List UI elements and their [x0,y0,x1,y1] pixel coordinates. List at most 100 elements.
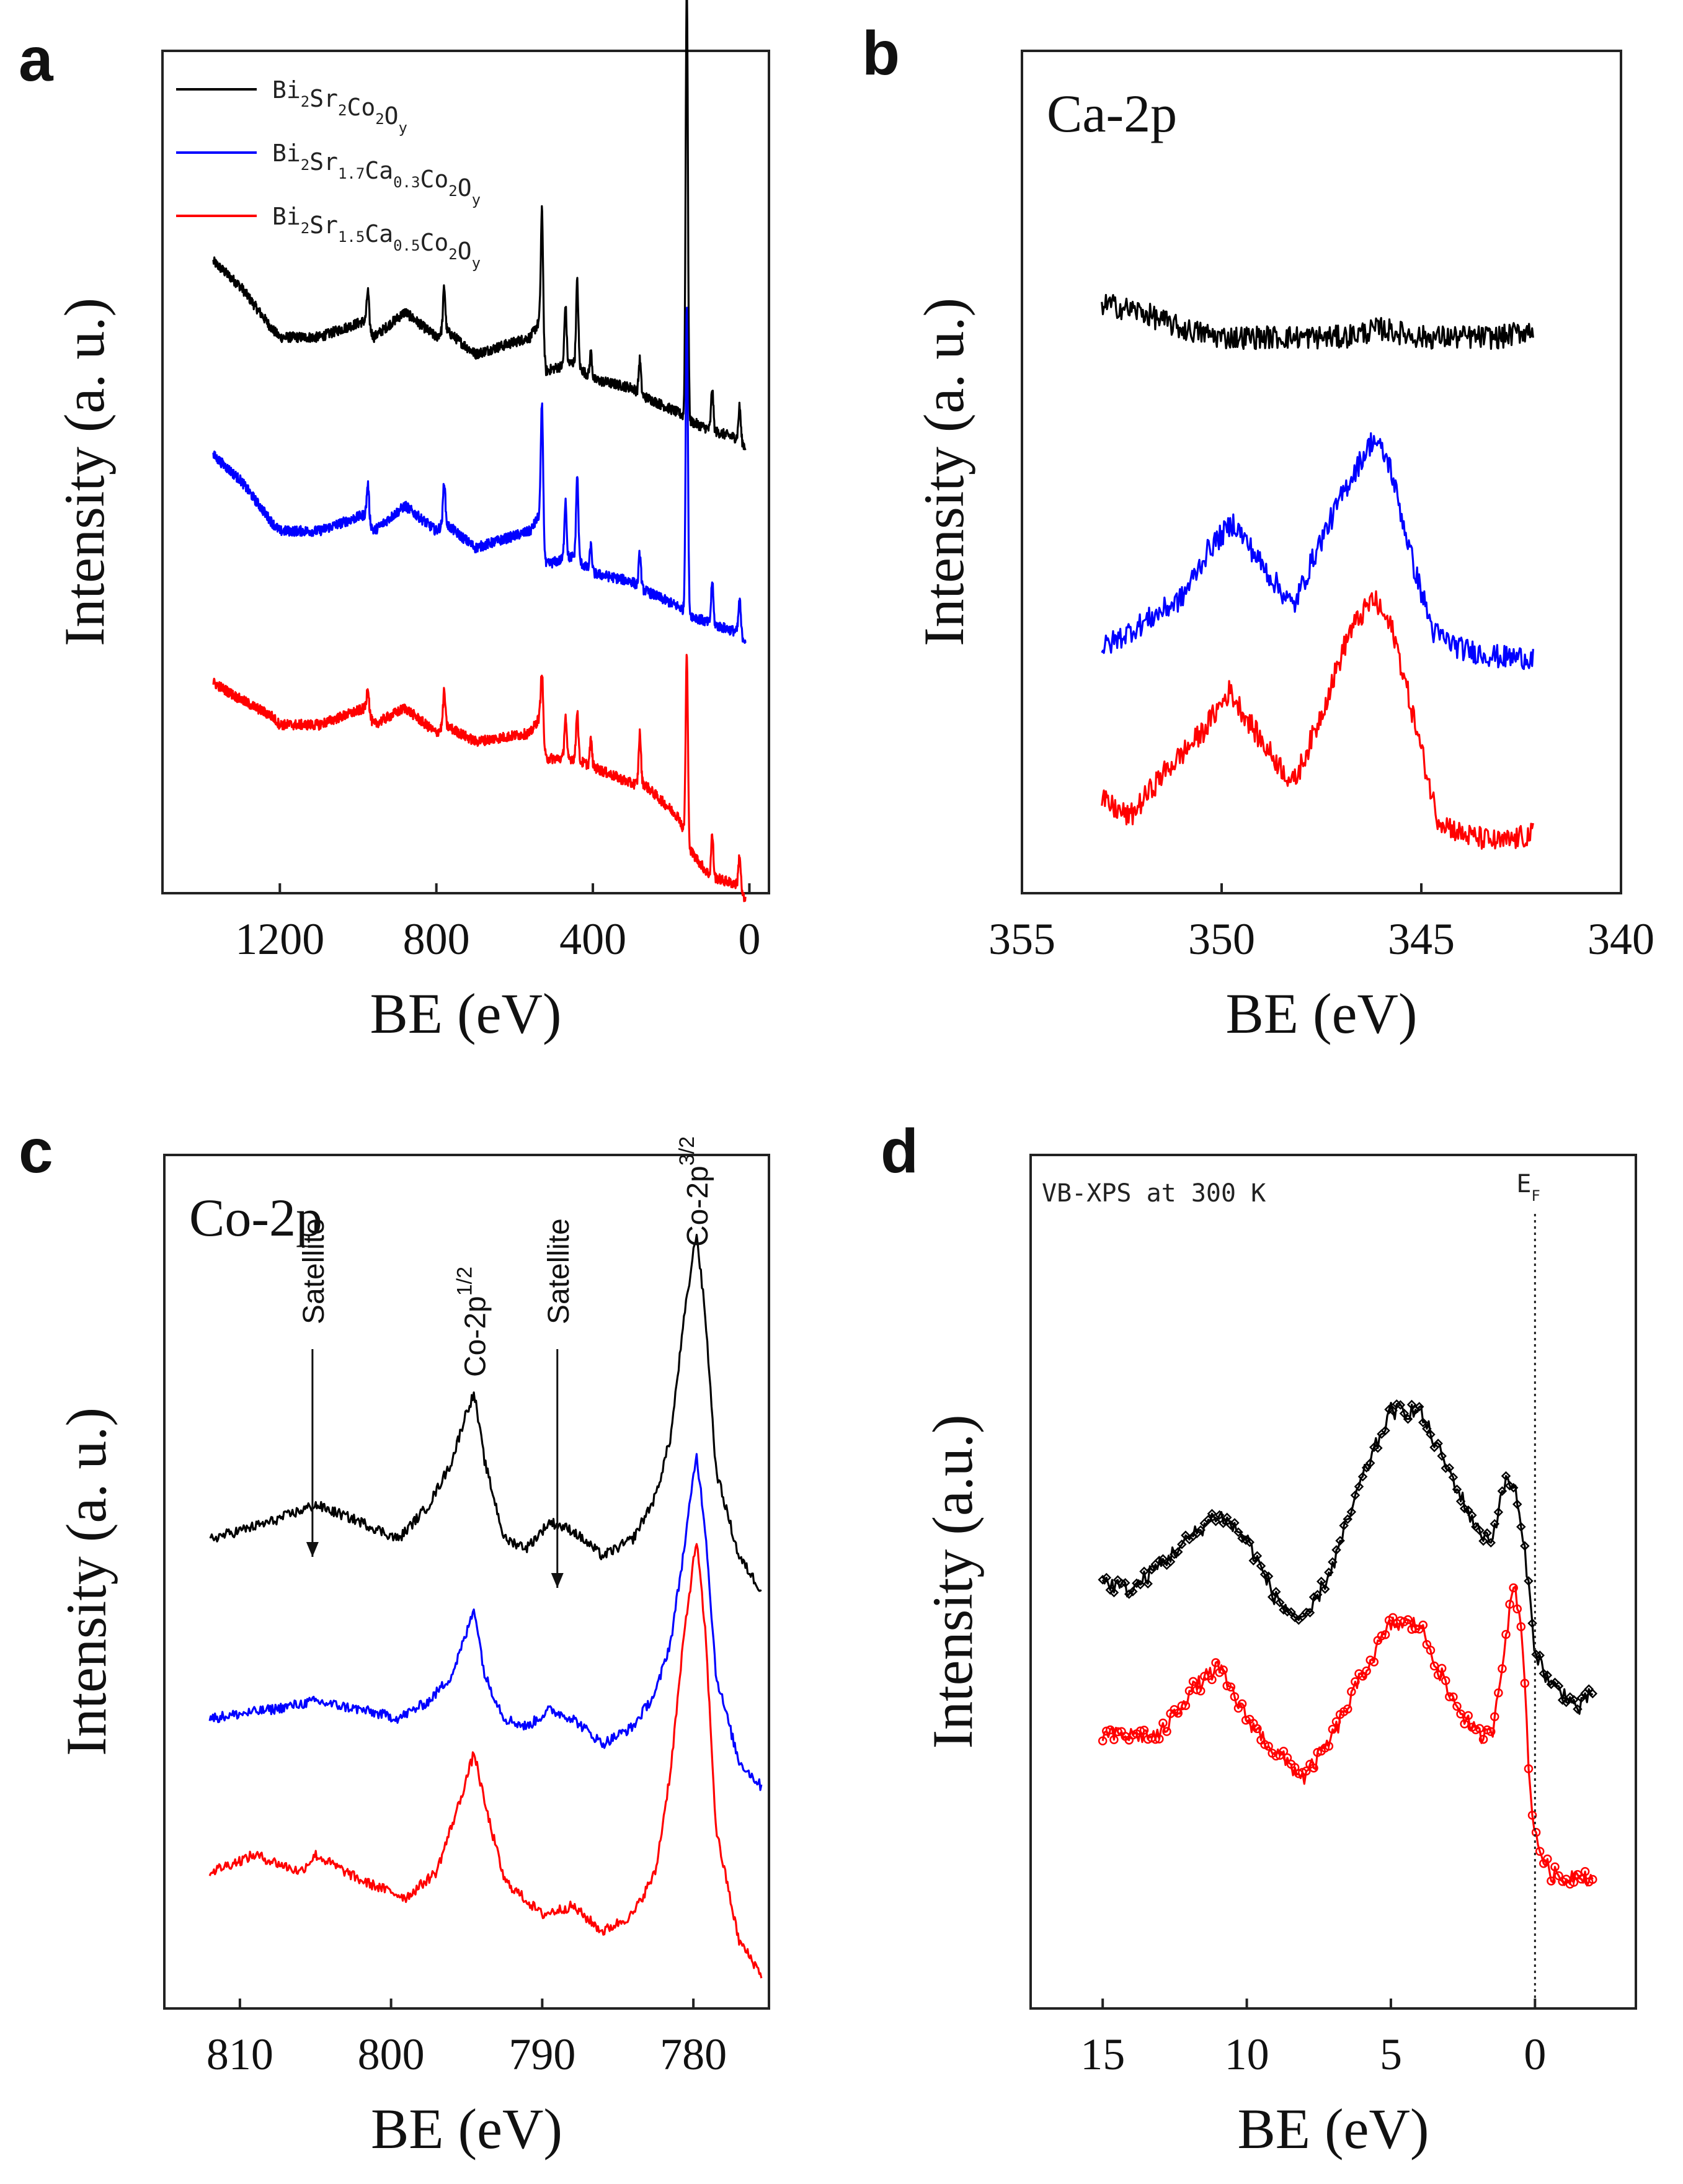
series-marker-d-0-206 [1486,1538,1496,1548]
series-line-a-2 [212,654,747,903]
series-marker-d-1-134 [1351,1677,1360,1687]
series-marker-d-0-72 [1233,1527,1243,1537]
plot-frame-b [1021,50,1622,894]
series-marker-d-1-8 [1113,1727,1122,1737]
series-marker-d-1-162 [1403,1615,1413,1625]
series-marker-d-1-6 [1109,1735,1119,1744]
series-marker-d-0-112 [1308,1592,1319,1602]
series-marker-d-1-28 [1151,1734,1160,1744]
x-tick-label-a-1: 800 [403,914,470,964]
annotation-2: Satellite [543,1218,575,1324]
x-tick-label-b-3: 340 [1588,914,1654,964]
panel-letter-b: b [862,19,900,88]
series-marker-d-0-138 [1357,1471,1368,1482]
series-marker-d-1-44 [1181,1701,1191,1710]
series-marker-d-0-250 [1569,1695,1579,1705]
series-marker-d-1-98 [1282,1753,1292,1763]
series-marker-d-0-36 [1165,1556,1176,1567]
series-marker-d-0-142 [1365,1458,1375,1468]
series-marker-d-1-216 [1505,1600,1514,1609]
y-axis-title-a: Intensity (a. u.) [53,298,116,646]
series-marker-d-1-212 [1498,1664,1507,1674]
series-marker-d-1-238 [1547,1876,1556,1886]
series-marker-d-0-116 [1316,1576,1326,1587]
series-marker-d-0-132 [1346,1507,1357,1517]
legend-label-0: Bi2Sr2Co2Oy [272,76,407,136]
inset-text-d: VB-XPS at 300 K [1042,1179,1266,1208]
series-marker-d-1-48 [1188,1677,1198,1687]
series-marker-d-0-188 [1452,1484,1462,1494]
series-line-b-1 [1101,432,1534,671]
series-marker-d-0-242 [1553,1681,1564,1691]
series-marker-d-1-230 [1531,1827,1541,1837]
series-marker-d-0-162 [1403,1414,1413,1424]
series-marker-d-1-182 [1441,1676,1450,1685]
series-marker-d-1-96 [1279,1747,1289,1756]
x-axis-title-b: BE (eV) [1225,982,1417,1045]
series-marker-d-0-212 [1497,1486,1508,1496]
annotation-3: Co-2p3/2 [675,1136,714,1247]
series-marker-d-0-172 [1422,1424,1432,1434]
y-axis-title-c: Intensity (a. u.) [55,1407,118,1756]
legend-label-2: Bi2Sr1.5Ca0.5Co2Oy [272,203,481,272]
series-marker-d-0-182 [1441,1463,1451,1473]
y-axis-title-d: Intensity (a.u.) [921,1414,984,1749]
series-marker-d-0-70 [1230,1518,1240,1528]
series-marker-d-1-180 [1437,1664,1447,1673]
series-marker-d-1-64 [1219,1665,1228,1675]
x-tick-label-c-0: 810 [206,2030,273,2079]
series-line-d-0 [1101,1402,1594,1715]
series-marker-d-0-68 [1226,1520,1236,1530]
series-marker-d-0-186 [1448,1472,1459,1482]
series-marker-d-0-150 [1380,1425,1390,1436]
series-marker-d-1-16 [1128,1730,1138,1740]
series-marker-d-1-112 [1309,1763,1318,1773]
series-marker-d-1-254 [1576,1874,1586,1884]
series-marker-d-1-198 [1471,1725,1481,1734]
series-marker-d-0-232 [1535,1650,1545,1660]
series-marker-d-0-20 [1135,1579,1145,1590]
series-marker-d-1-208 [1490,1712,1499,1721]
series-marker-d-0-6 [1109,1587,1119,1598]
series-marker-d-0-56 [1203,1515,1214,1525]
series-marker-d-1-214 [1501,1629,1511,1639]
series-marker-d-0-82 [1252,1551,1263,1561]
series-marker-d-0-94 [1275,1597,1285,1608]
x-axis-title-a: BE (eV) [370,982,561,1045]
series-marker-d-1-88 [1264,1741,1273,1751]
x-tick-label-a-2: 400 [559,914,626,964]
series-marker-d-0-14 [1124,1589,1134,1599]
series-marker-d-1-192 [1460,1719,1469,1729]
series-marker-d-0-64 [1218,1518,1228,1528]
series-marker-d-1-130 [1343,1705,1352,1714]
series-marker-d-0-88 [1263,1571,1274,1582]
x-axis-title-d: BE (eV) [1237,2097,1429,2160]
series-marker-d-0-38 [1169,1549,1179,1559]
series-marker-d-1-232 [1535,1847,1545,1856]
series-marker-d-0-78 [1245,1537,1254,1548]
series-marker-d-0-158 [1395,1400,1406,1410]
series-marker-d-1-34 [1162,1727,1171,1736]
series-marker-d-1-236 [1543,1854,1552,1864]
plot-title-c: Co-2p [189,1188,322,1247]
series-marker-d-1-52 [1196,1686,1206,1696]
legend-label-1: Bi2Sr1.7Ca0.3Co2Oy [272,140,481,208]
x-tick-label-d-3: 0 [1524,2030,1546,2079]
series-marker-d-1-60 [1211,1658,1220,1667]
series-marker-d-0-200 [1475,1525,1485,1535]
series-marker-d-0-260 [1588,1688,1598,1699]
series-marker-d-0-128 [1339,1520,1349,1531]
series-marker-d-0-160 [1399,1408,1410,1419]
series-marker-d-1-144 [1369,1657,1379,1667]
series-marker-d-1-0 [1098,1736,1108,1745]
series-marker-d-0-210 [1493,1507,1504,1517]
x-tick-label-c-2: 790 [508,2030,575,2079]
panel-a: 1200 800 400 0 BE (eV) Intensity (a. u.) Bi2Sr… [53,0,770,1045]
series-line-c-1 [208,1453,763,1791]
fermi-level-label: EF [1516,1170,1540,1205]
panel-letter-a: a [19,25,54,94]
series-marker-d-1-174 [1426,1646,1436,1655]
plot-title-b: Ca-2p [1047,84,1177,143]
series-marker-d-1-240 [1550,1862,1560,1871]
series-marker-d-1-184 [1445,1692,1454,1701]
